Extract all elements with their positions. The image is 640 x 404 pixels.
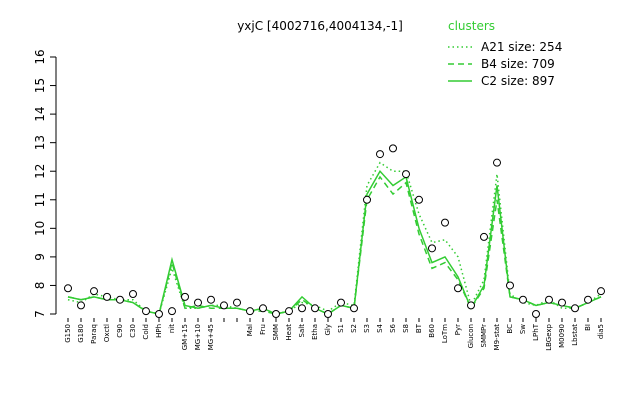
x-tick-label: S4: [376, 323, 384, 332]
data-point: [220, 301, 228, 310]
y-tick-label: 9: [33, 253, 47, 261]
x-tick-label: Etha: [311, 324, 319, 340]
x-tick-label: Gly: [324, 324, 332, 336]
x-tick-label: SMM: [272, 324, 280, 341]
y-tick-label: 15: [33, 78, 47, 93]
x-tick-label: LoTm: [441, 324, 449, 343]
legend-title: clusters: [448, 19, 495, 33]
data-point: [194, 298, 202, 307]
x-tick-label: Fru: [259, 324, 267, 335]
x-tick-label: M0090: [558, 324, 566, 348]
data-point: [506, 281, 514, 290]
data-point: [363, 195, 371, 204]
x-tick-label: Lbstat: [571, 324, 579, 346]
data-point: [571, 304, 579, 313]
data-point: [168, 307, 176, 316]
x-tick-label: B60: [428, 324, 436, 338]
data-point: [233, 298, 241, 307]
x-tick-label: Salt: [298, 324, 306, 338]
x-tick-label: HPh: [155, 324, 163, 338]
data-point: [519, 295, 527, 304]
x-tick-label: GM+15: [181, 324, 189, 350]
x-tick-label: Paraq: [90, 324, 98, 344]
x-tick-label: dia5: [597, 324, 605, 339]
data-point: [493, 158, 501, 167]
x-tick-label: S1: [337, 324, 345, 333]
data-point: [142, 307, 150, 316]
legend-label: A21 size: 254: [481, 40, 562, 54]
y-tick-label: 8: [33, 282, 47, 290]
data-point: [402, 170, 410, 179]
data-point: [324, 310, 332, 318]
x-tick-label: MG+10: [194, 324, 202, 350]
x-tick-label: S6: [389, 323, 397, 332]
y-tick-label: 11: [33, 192, 47, 207]
data-point: [467, 301, 475, 310]
x-tick-label: Sw: [519, 324, 527, 334]
data-point: [415, 195, 423, 204]
data-point: [350, 304, 358, 313]
x-tick-label: Glucon: [467, 324, 475, 348]
x-tick-label: MG+45: [207, 324, 215, 350]
x-tick-label: Oxctl: [103, 324, 111, 342]
data-point: [207, 295, 215, 304]
data-point: [272, 310, 280, 318]
data-point: [181, 292, 189, 301]
data-point: [77, 301, 85, 310]
data-point: [103, 292, 111, 301]
x-tick-label: SMMPr: [480, 324, 488, 348]
x-tick-label: BC: [506, 324, 514, 334]
x-tick-label: BI: [584, 324, 592, 331]
x-tick-label: M9-stat: [493, 324, 501, 351]
data-point: [90, 287, 98, 296]
data-point: [259, 304, 267, 313]
data-point: [311, 304, 319, 313]
x-tick-label: G150: [64, 324, 72, 343]
y-tick-label: 10: [33, 221, 47, 236]
x-tick-label: G180: [77, 324, 85, 343]
chart-title: yxjC [4002716,4004134,-1]: [237, 19, 403, 33]
x-tick-label: Cold: [142, 324, 150, 340]
x-tick-label: C90: [116, 324, 124, 338]
y-tick-label: 12: [33, 164, 47, 179]
y-tick-label: 7: [33, 310, 47, 318]
x-tick-label: S3: [363, 324, 371, 333]
data-point: [545, 295, 553, 304]
legend-label: C2 size: 897: [481, 74, 555, 88]
data-point: [480, 232, 488, 241]
data-point: [298, 304, 306, 313]
data-point: [558, 298, 566, 307]
x-tick-label: LBGexp: [545, 323, 553, 350]
data-point: [389, 144, 397, 153]
data-point: [454, 284, 462, 293]
data-point: [129, 290, 137, 299]
x-tick-label: S2: [350, 324, 358, 333]
data-point: [376, 150, 384, 159]
y-tick-label: 13: [33, 135, 47, 150]
x-tick-label: S8: [402, 324, 410, 333]
x-tick-label: nit: [168, 324, 176, 333]
data-point: [441, 218, 449, 227]
data-point: [155, 310, 163, 318]
y-tick-label: 16: [33, 49, 47, 64]
x-tick-label: Mal: [246, 324, 254, 336]
data-point: [116, 295, 124, 304]
x-tick-label: LPhT: [532, 323, 540, 341]
x-tick-label: Heat: [285, 324, 293, 341]
legend-label: B4 size: 709: [481, 57, 555, 71]
x-tick-label: BT: [415, 323, 423, 333]
data-point: [64, 284, 72, 293]
data-point: [584, 295, 592, 304]
data-point: [337, 298, 345, 307]
x-tick-label: Pyr: [454, 324, 462, 335]
data-point: [597, 287, 605, 296]
data-point: [428, 244, 436, 253]
data-point: [532, 310, 540, 318]
y-tick-label: 14: [33, 106, 47, 121]
data-point: [246, 307, 254, 316]
data-point: [285, 307, 293, 316]
x-tick-label: C30: [129, 324, 137, 338]
